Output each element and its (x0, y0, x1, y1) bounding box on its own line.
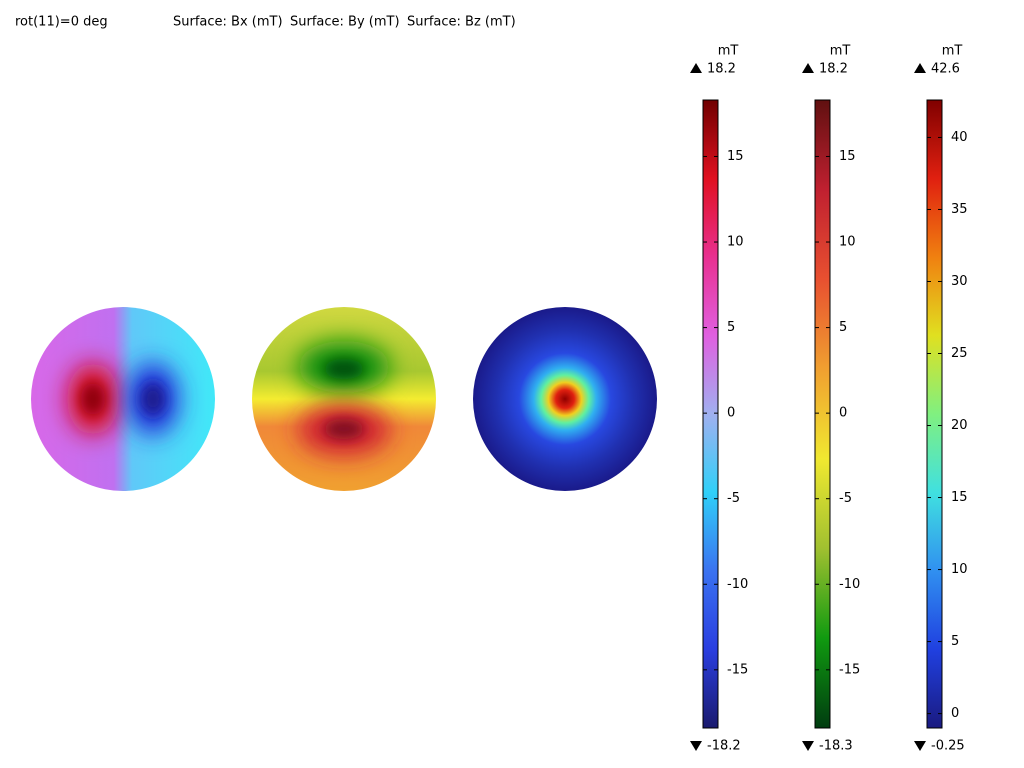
tick-label: 5 (951, 634, 959, 649)
tick-label: 35 (951, 202, 968, 217)
tick-label: -10 (727, 577, 748, 592)
colorbar (926, 99, 943, 729)
min-label: -18.3 (819, 739, 853, 754)
tick-label: 15 (951, 490, 968, 505)
tick-label: -15 (839, 662, 860, 677)
max-marker (914, 63, 926, 73)
tick-label: 5 (839, 320, 847, 335)
plot-title: Surface: Bx (mT) (173, 15, 283, 30)
bx-surface (31, 307, 215, 491)
tick-label: -15 (727, 662, 748, 677)
max-marker (690, 63, 702, 73)
colorbar-unit: mT (942, 44, 963, 59)
max-label: 18.2 (707, 62, 736, 77)
max-label: 42.6 (931, 62, 960, 77)
tick-label: 20 (951, 418, 968, 433)
min-marker (914, 741, 926, 751)
tick-label: 0 (839, 406, 847, 421)
max-label: 18.2 (819, 62, 848, 77)
tick-label: 30 (951, 274, 968, 289)
by-surface (252, 307, 436, 491)
plot-title: Surface: By (mT) (290, 15, 400, 30)
tick-label: 10 (727, 235, 744, 250)
colorbar (814, 99, 831, 729)
tick-label: -5 (727, 491, 740, 506)
colorbar-unit: mT (830, 44, 851, 59)
tick-label: 0 (727, 406, 735, 421)
min-label: -18.2 (707, 739, 741, 754)
tick-label: 10 (839, 235, 856, 250)
colorbar (702, 99, 719, 729)
min-label: -0.25 (931, 739, 965, 754)
plot-title: Surface: Bz (mT) (407, 15, 516, 30)
bz-surface (473, 307, 657, 491)
tick-label: 25 (951, 346, 968, 361)
tick-label: 15 (839, 149, 856, 164)
tick-label: 0 (951, 706, 959, 721)
tick-label: 10 (951, 562, 968, 577)
tick-label: -5 (839, 491, 852, 506)
parameter-label: rot(11)=0 deg (15, 15, 108, 30)
colorbar-unit: mT (718, 44, 739, 59)
tick-label: 40 (951, 130, 968, 145)
min-marker (802, 741, 814, 751)
tick-label: -10 (839, 577, 860, 592)
tick-label: 15 (727, 149, 744, 164)
max-marker (802, 63, 814, 73)
min-marker (690, 741, 702, 751)
tick-label: 5 (727, 320, 735, 335)
